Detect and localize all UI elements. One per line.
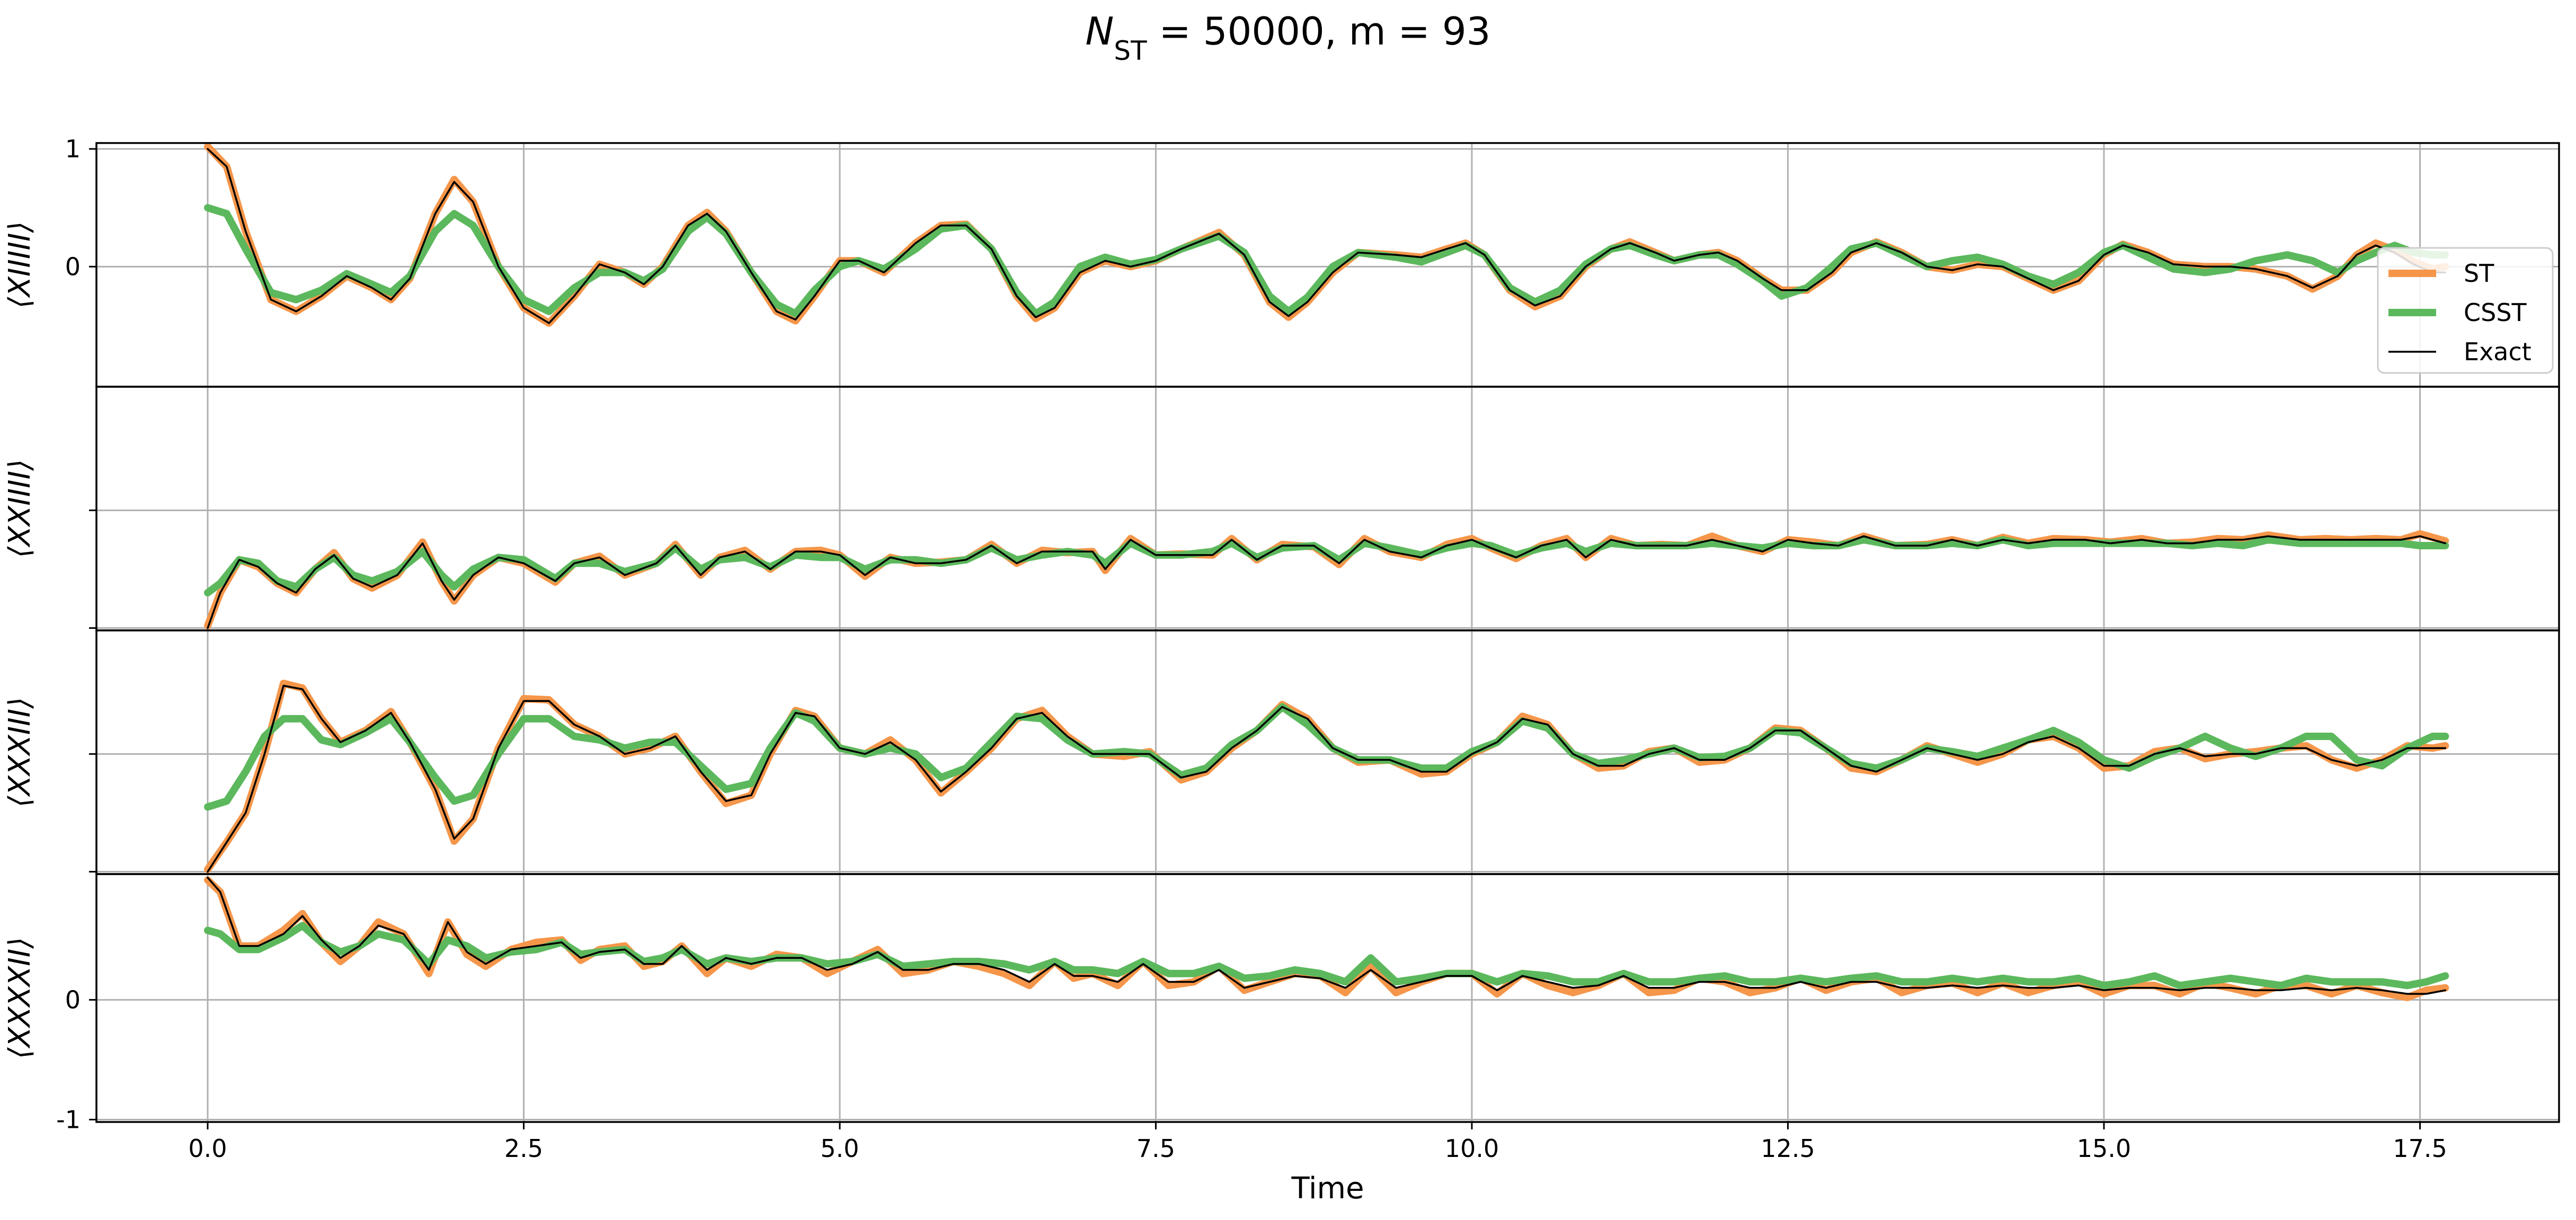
panel-series-group <box>204 530 2449 630</box>
series-csst-line <box>204 703 2449 811</box>
chart-title-base: N <box>1086 9 1114 54</box>
series-st-line <box>204 530 2449 630</box>
panel-1: 1 0 ⟨XIIIII⟩ <box>3 135 2560 388</box>
x-tick-label: 0.0 <box>188 1134 227 1163</box>
series-exact-line <box>207 535 2447 629</box>
panel-series-group <box>204 680 2449 874</box>
x-tick-label: 2.5 <box>504 1134 543 1163</box>
x-tick-label: 5.0 <box>820 1134 859 1163</box>
y-tick-label: 0 <box>65 252 81 281</box>
series-exact-line <box>207 877 2447 995</box>
legend: ST CSST Exact <box>2377 247 2554 374</box>
panel-4: 0 -1 ⟨XXXXII⟩ <box>3 873 2560 1134</box>
series-csst-line <box>204 204 2449 318</box>
chart-title-rest: = 50000, m = 93 <box>1147 9 1491 54</box>
y-tick-label: -1 <box>56 1105 81 1134</box>
y-axis-label: ⟨XXIIII⟩ <box>3 459 37 558</box>
legend-label-st: ST <box>2464 259 2494 288</box>
panel-2: ⟨XXIIII⟩ <box>3 386 2560 631</box>
legend-label-exact: Exact <box>2464 337 2531 366</box>
series-st-line <box>204 143 2449 327</box>
y-axis-label: ⟨XXXXII⟩ <box>3 937 37 1059</box>
series-exact-line <box>207 684 2447 873</box>
panel-frame <box>95 873 2560 1123</box>
series-csst-line <box>204 922 2449 990</box>
x-tick-label: 7.5 <box>1136 1134 1175 1163</box>
series-exact-line <box>207 148 2447 324</box>
y-tick-label: 0 <box>65 985 81 1014</box>
x-tick-label: 15.0 <box>2077 1134 2131 1163</box>
x-tick-label: 10.0 <box>1445 1134 1499 1163</box>
series-st-line <box>204 680 2449 874</box>
legend-label-csst: CSST <box>2464 298 2527 327</box>
x-tick-label: 17.5 <box>2393 1134 2447 1163</box>
y-tick-label: 1 <box>65 135 81 163</box>
chart-title: NST = 50000, m = 93 <box>1086 9 1491 66</box>
x-axis-label: Time <box>1291 1171 1364 1206</box>
panel-series-group <box>204 876 2449 1001</box>
y-axis-label: ⟨XXXIII⟩ <box>3 697 37 807</box>
series-csst-line <box>204 536 2449 596</box>
chart-title-subscript: ST <box>1114 35 1147 66</box>
legend-box <box>2377 247 2554 374</box>
x-tick-label: 12.5 <box>1761 1134 1815 1163</box>
panel-series-group <box>204 143 2449 327</box>
panel-frame <box>95 386 2560 631</box>
panel-3: ⟨XXXIII⟩ <box>3 629 2560 875</box>
y-axis-label: ⟨XIIIII⟩ <box>3 221 37 309</box>
